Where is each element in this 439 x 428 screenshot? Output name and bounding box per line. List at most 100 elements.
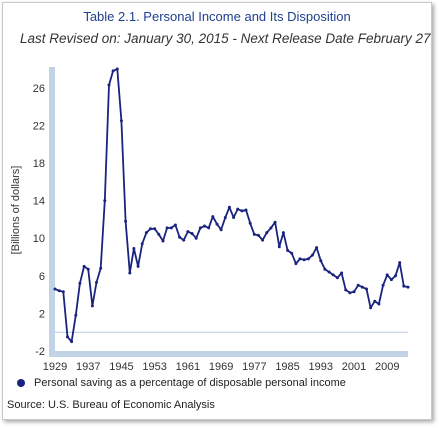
data-point bbox=[140, 242, 144, 246]
y-tick-label: 2 bbox=[39, 308, 45, 320]
chart-title: Table 2.1. Personal Income and Its Dispo… bbox=[83, 9, 351, 24]
data-point bbox=[95, 280, 98, 284]
data-point bbox=[53, 287, 57, 291]
data-point bbox=[406, 285, 410, 289]
data-point bbox=[248, 221, 252, 225]
data-point bbox=[315, 246, 319, 250]
data-point bbox=[74, 313, 78, 317]
data-point bbox=[394, 274, 397, 278]
x-tick-label: 1993 bbox=[309, 361, 333, 373]
data-point bbox=[369, 306, 373, 310]
data-point bbox=[319, 259, 323, 263]
source-note: Source: U.S. Bureau of Economic Analysis bbox=[7, 399, 215, 411]
data-point bbox=[70, 340, 74, 344]
data-point bbox=[257, 233, 260, 237]
y-tick-label: 6 bbox=[39, 271, 45, 283]
data-point bbox=[227, 205, 231, 209]
data-point bbox=[111, 69, 115, 73]
y-tick-label: -2 bbox=[35, 346, 45, 358]
x-tick-label: 1937 bbox=[76, 361, 100, 373]
data-point bbox=[115, 67, 119, 71]
data-point bbox=[348, 291, 352, 295]
data-point bbox=[90, 304, 94, 308]
x-ticks: 1929 1937 1945 1953 1961 1969 1977 1985 1993 2001… bbox=[43, 361, 400, 373]
data-point bbox=[78, 281, 82, 285]
data-point bbox=[57, 289, 61, 293]
data-point bbox=[298, 257, 302, 261]
data-point bbox=[265, 231, 269, 235]
legend-marker-icon bbox=[17, 379, 25, 387]
y-tick-label: 10 bbox=[33, 233, 45, 245]
data-point bbox=[373, 299, 377, 303]
data-point bbox=[157, 232, 161, 236]
data-point bbox=[244, 208, 248, 212]
data-point bbox=[182, 238, 186, 242]
data-point bbox=[103, 199, 107, 203]
series-layer bbox=[53, 67, 410, 344]
data-point bbox=[82, 264, 86, 268]
data-point bbox=[211, 215, 215, 219]
data-point bbox=[128, 271, 132, 275]
x-tick-label: 1969 bbox=[209, 361, 233, 373]
legend: Personal saving as a percentage of dispo… bbox=[17, 377, 346, 389]
data-point bbox=[119, 119, 123, 123]
data-point bbox=[149, 227, 152, 231]
y-axis-label: [Billions of dollars] bbox=[10, 166, 22, 255]
data-point bbox=[331, 273, 335, 277]
data-point bbox=[153, 227, 157, 231]
data-point bbox=[294, 262, 298, 266]
data-point bbox=[203, 224, 206, 228]
data-point bbox=[124, 219, 128, 223]
data-point bbox=[252, 232, 256, 236]
data-point bbox=[190, 232, 194, 235]
data-point bbox=[99, 266, 103, 270]
data-point bbox=[356, 283, 360, 287]
data-point bbox=[107, 83, 111, 87]
x-tick-label: 2009 bbox=[375, 361, 399, 373]
data-point bbox=[215, 222, 219, 226]
data-point bbox=[173, 223, 177, 227]
data-point bbox=[277, 245, 281, 249]
data-point bbox=[269, 226, 273, 230]
data-point bbox=[311, 253, 314, 257]
data-point bbox=[352, 290, 356, 294]
data-point bbox=[240, 209, 244, 213]
data-point bbox=[186, 230, 190, 234]
data-point bbox=[302, 258, 306, 262]
data-point bbox=[144, 231, 148, 235]
x-tick-label: 1953 bbox=[142, 361, 166, 373]
x-axis-bar bbox=[49, 351, 408, 357]
data-point bbox=[389, 278, 393, 282]
data-point bbox=[385, 273, 389, 277]
data-point bbox=[327, 270, 331, 274]
x-tick-label: 1961 bbox=[176, 361, 200, 373]
data-point bbox=[61, 290, 65, 294]
data-point bbox=[360, 285, 364, 289]
x-tick-label: 1985 bbox=[275, 361, 299, 373]
data-point bbox=[178, 235, 182, 239]
data-point bbox=[136, 264, 140, 268]
data-point bbox=[402, 284, 406, 288]
y-tick-label: 22 bbox=[33, 120, 45, 132]
data-point bbox=[365, 287, 368, 291]
x-axis-strip bbox=[49, 351, 408, 357]
y-tick-label: 26 bbox=[33, 83, 45, 95]
x-tick-label: 1945 bbox=[109, 361, 133, 373]
data-point bbox=[66, 335, 69, 339]
data-point bbox=[132, 247, 136, 250]
x-tick-label: 1929 bbox=[43, 361, 67, 373]
y-tick-label: 14 bbox=[33, 196, 45, 208]
data-point bbox=[290, 251, 294, 255]
chart-subtitle: Last Revised on: January 30, 2015 - Next… bbox=[20, 31, 432, 46]
data-point bbox=[165, 226, 169, 230]
x-tick-label: 1977 bbox=[242, 361, 266, 373]
data-point bbox=[286, 248, 290, 252]
data-point bbox=[377, 302, 381, 306]
data-point bbox=[398, 261, 402, 265]
data-point bbox=[281, 231, 285, 235]
data-point bbox=[273, 220, 277, 224]
data-point bbox=[169, 226, 173, 230]
y-axis-strip bbox=[49, 67, 55, 351]
y-tick-label: 18 bbox=[33, 158, 45, 170]
